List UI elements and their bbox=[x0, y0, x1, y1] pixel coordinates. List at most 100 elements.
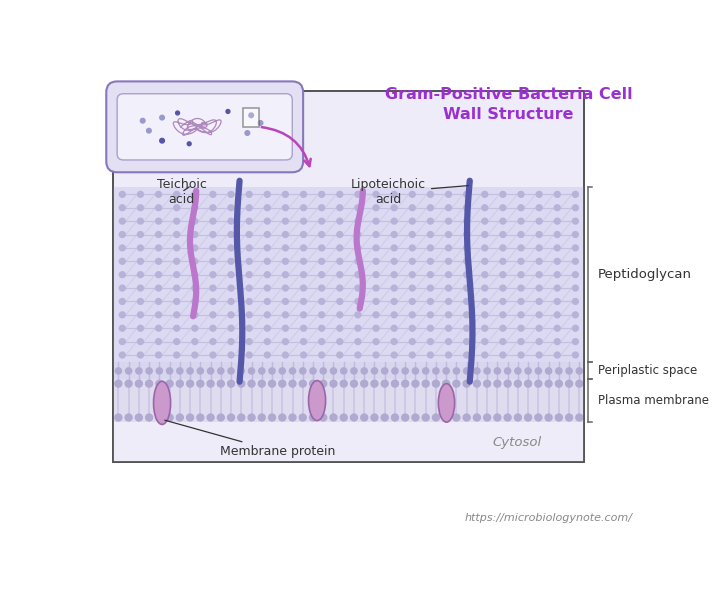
Circle shape bbox=[464, 285, 469, 291]
Circle shape bbox=[428, 258, 433, 264]
Circle shape bbox=[536, 192, 542, 198]
Circle shape bbox=[319, 352, 325, 358]
Circle shape bbox=[138, 192, 143, 198]
Circle shape bbox=[500, 231, 506, 237]
Circle shape bbox=[337, 285, 343, 291]
Circle shape bbox=[319, 339, 325, 345]
Circle shape bbox=[443, 368, 449, 374]
Text: Membrane protein: Membrane protein bbox=[165, 420, 336, 458]
Circle shape bbox=[391, 245, 397, 251]
Circle shape bbox=[428, 285, 433, 291]
Circle shape bbox=[192, 231, 198, 237]
Circle shape bbox=[264, 325, 270, 331]
Circle shape bbox=[207, 368, 214, 374]
Circle shape bbox=[264, 218, 270, 224]
Circle shape bbox=[174, 339, 179, 345]
Circle shape bbox=[246, 312, 252, 318]
Circle shape bbox=[482, 205, 487, 211]
Circle shape bbox=[482, 272, 487, 278]
Circle shape bbox=[494, 380, 501, 387]
Circle shape bbox=[120, 285, 125, 291]
Circle shape bbox=[264, 231, 270, 237]
Circle shape bbox=[391, 352, 397, 358]
Circle shape bbox=[228, 192, 234, 198]
Text: Cytosol: Cytosol bbox=[492, 437, 542, 449]
Circle shape bbox=[264, 192, 270, 198]
Circle shape bbox=[258, 380, 265, 387]
Circle shape bbox=[228, 339, 234, 345]
Circle shape bbox=[174, 352, 179, 358]
Circle shape bbox=[319, 192, 325, 198]
Circle shape bbox=[300, 368, 306, 374]
Circle shape bbox=[174, 218, 179, 224]
Circle shape bbox=[428, 339, 433, 345]
Circle shape bbox=[391, 192, 397, 198]
Circle shape bbox=[500, 205, 506, 211]
Ellipse shape bbox=[309, 381, 325, 421]
Circle shape bbox=[156, 299, 161, 305]
Circle shape bbox=[373, 245, 379, 251]
Circle shape bbox=[228, 352, 234, 358]
Circle shape bbox=[210, 205, 216, 211]
Circle shape bbox=[289, 368, 296, 374]
Circle shape bbox=[187, 368, 193, 374]
Circle shape bbox=[264, 258, 270, 264]
Circle shape bbox=[210, 258, 216, 264]
Circle shape bbox=[120, 218, 125, 224]
Circle shape bbox=[319, 272, 325, 278]
Circle shape bbox=[500, 285, 506, 291]
Circle shape bbox=[554, 285, 560, 291]
Circle shape bbox=[410, 352, 415, 358]
Circle shape bbox=[156, 285, 161, 291]
Circle shape bbox=[192, 272, 198, 278]
Circle shape bbox=[282, 205, 289, 211]
Circle shape bbox=[464, 339, 469, 345]
Circle shape bbox=[423, 368, 429, 374]
Circle shape bbox=[536, 231, 542, 237]
Circle shape bbox=[482, 192, 487, 198]
Circle shape bbox=[546, 368, 552, 374]
Bar bbox=[113, 90, 585, 462]
Text: Periplastic space: Periplastic space bbox=[598, 364, 697, 377]
Circle shape bbox=[410, 299, 415, 305]
Circle shape bbox=[166, 380, 173, 387]
Circle shape bbox=[536, 325, 542, 331]
Circle shape bbox=[443, 414, 450, 421]
Circle shape bbox=[192, 192, 198, 198]
Circle shape bbox=[210, 339, 216, 345]
Circle shape bbox=[248, 368, 255, 374]
Circle shape bbox=[269, 380, 276, 387]
Circle shape bbox=[319, 299, 325, 305]
Circle shape bbox=[536, 312, 542, 318]
Circle shape bbox=[174, 231, 179, 237]
Circle shape bbox=[226, 109, 230, 114]
Circle shape bbox=[446, 205, 451, 211]
Circle shape bbox=[210, 231, 216, 237]
Circle shape bbox=[518, 339, 524, 345]
Circle shape bbox=[174, 258, 179, 264]
Circle shape bbox=[246, 299, 252, 305]
Circle shape bbox=[115, 380, 122, 387]
Circle shape bbox=[246, 325, 252, 331]
Circle shape bbox=[264, 312, 270, 318]
Circle shape bbox=[192, 339, 198, 345]
Circle shape bbox=[115, 368, 122, 374]
Circle shape bbox=[482, 339, 487, 345]
Circle shape bbox=[482, 352, 487, 358]
Circle shape bbox=[391, 299, 397, 305]
Circle shape bbox=[361, 380, 368, 387]
Circle shape bbox=[279, 414, 286, 421]
Circle shape bbox=[572, 352, 578, 358]
Circle shape bbox=[515, 368, 521, 374]
Circle shape bbox=[355, 205, 361, 211]
Circle shape bbox=[373, 272, 379, 278]
Circle shape bbox=[269, 414, 276, 421]
Circle shape bbox=[319, 312, 325, 318]
Circle shape bbox=[282, 339, 289, 345]
Circle shape bbox=[410, 205, 415, 211]
Circle shape bbox=[484, 368, 490, 374]
Circle shape bbox=[453, 380, 460, 387]
Circle shape bbox=[264, 285, 270, 291]
Circle shape bbox=[228, 414, 235, 421]
Circle shape bbox=[264, 299, 270, 305]
